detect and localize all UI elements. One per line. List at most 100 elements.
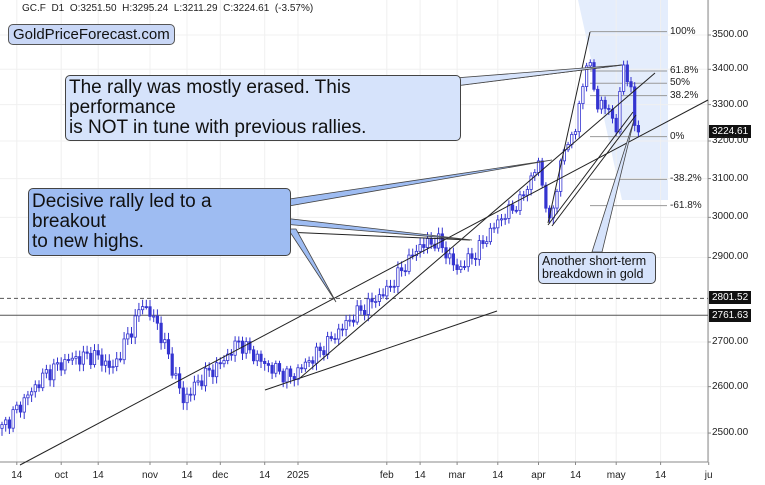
- callout-pointer: [287, 228, 337, 303]
- candle: [422, 244, 426, 248]
- candle: [163, 339, 167, 344]
- candle: [111, 366, 115, 368]
- candle: [133, 315, 137, 338]
- candle: [366, 298, 370, 315]
- symbol: GC.F: [22, 3, 46, 14]
- callout-pointer: [282, 159, 553, 208]
- candle: [126, 333, 130, 340]
- candle: [392, 285, 396, 288]
- callout-line: breakdown in gold: [542, 267, 644, 282]
- candle: [100, 354, 104, 366]
- candle: [399, 267, 404, 272]
- candle: [396, 267, 400, 287]
- y-tick-label: 3500.00: [712, 29, 749, 40]
- x-tick-label: ju: [704, 470, 713, 481]
- candle: [207, 367, 211, 371]
- x-tick-label: apr: [531, 470, 546, 481]
- candle: [337, 328, 341, 340]
- candle: [592, 62, 596, 90]
- x-tick-label: may: [606, 470, 626, 481]
- ohlc-header: GC.F D1 O:3251.50 H:3295.24 L:3211.29 C:…: [22, 3, 313, 14]
- callout-line: is NOT in tune with previous rallies.: [69, 116, 367, 138]
- candle: [522, 194, 526, 197]
- candle: [614, 117, 618, 133]
- candle: [507, 204, 511, 219]
- candle: [403, 270, 407, 273]
- candle: [185, 393, 189, 404]
- fib-level-label: 0%: [670, 130, 685, 142]
- candle: [0, 424, 4, 429]
- candle: [518, 194, 522, 211]
- y-tick-label: 3200.00: [712, 135, 749, 146]
- candle: [122, 338, 126, 361]
- candle: [448, 253, 452, 259]
- candle: [226, 353, 230, 361]
- candle: [166, 339, 171, 355]
- candle: [322, 350, 326, 356]
- candle: [15, 404, 19, 411]
- candle: [485, 241, 489, 245]
- candle: [370, 298, 374, 303]
- x-tick-label: oct: [54, 470, 68, 481]
- candle: [89, 352, 93, 366]
- y-tick-label: 3300.00: [712, 98, 749, 110]
- candle: [29, 391, 34, 396]
- candle: [200, 380, 204, 387]
- candle: [18, 404, 23, 413]
- candle: [96, 350, 100, 356]
- candle: [599, 99, 604, 110]
- candle: [555, 190, 559, 209]
- candle: [340, 328, 345, 331]
- x-tick-label: 14: [414, 470, 426, 481]
- candle: [44, 369, 49, 374]
- candle: [355, 305, 359, 323]
- trend-line: [299, 72, 656, 379]
- x-tick-label: 14: [92, 470, 104, 481]
- candle: [414, 250, 419, 257]
- candle: [425, 238, 430, 248]
- candle: [214, 362, 219, 378]
- candle: [115, 358, 119, 367]
- candle: [529, 175, 533, 190]
- candle: [7, 419, 11, 429]
- candle: [174, 373, 178, 376]
- trend-line: [547, 111, 634, 226]
- candle: [385, 285, 389, 297]
- change-value: (-3.57%): [274, 3, 314, 14]
- high-value: H:3295.24: [122, 3, 169, 14]
- candle: [274, 363, 278, 374]
- candle: [585, 65, 589, 87]
- candle: [588, 62, 592, 67]
- candle: [303, 361, 308, 370]
- candle: [26, 394, 30, 399]
- candle: [144, 306, 148, 309]
- candle: [633, 86, 637, 126]
- candle: [266, 363, 271, 366]
- trend-line: [551, 114, 637, 227]
- candle: [78, 356, 82, 365]
- y-tick-label: 2900.00: [712, 251, 749, 263]
- candle: [155, 315, 159, 324]
- candle: [263, 360, 267, 364]
- candle: [244, 341, 248, 354]
- close-value: C:3224.61: [223, 3, 270, 14]
- resistance-line: [284, 231, 471, 241]
- candle: [477, 240, 481, 260]
- candle: [622, 64, 626, 92]
- x-tick-label: dec: [212, 470, 229, 481]
- candle: [218, 362, 222, 365]
- callout-line: Another short-term: [542, 254, 647, 268]
- candle: [581, 86, 585, 105]
- candle: [473, 258, 478, 260]
- candle: [362, 310, 367, 315]
- trend-line: [264, 310, 498, 391]
- candle: [107, 360, 111, 368]
- candle: [237, 340, 241, 343]
- candle: [288, 368, 293, 377]
- candle: [325, 336, 330, 356]
- candle: [510, 204, 515, 211]
- open-value: O:3251.50: [69, 3, 117, 14]
- candle: [525, 189, 530, 196]
- candle: [462, 266, 467, 268]
